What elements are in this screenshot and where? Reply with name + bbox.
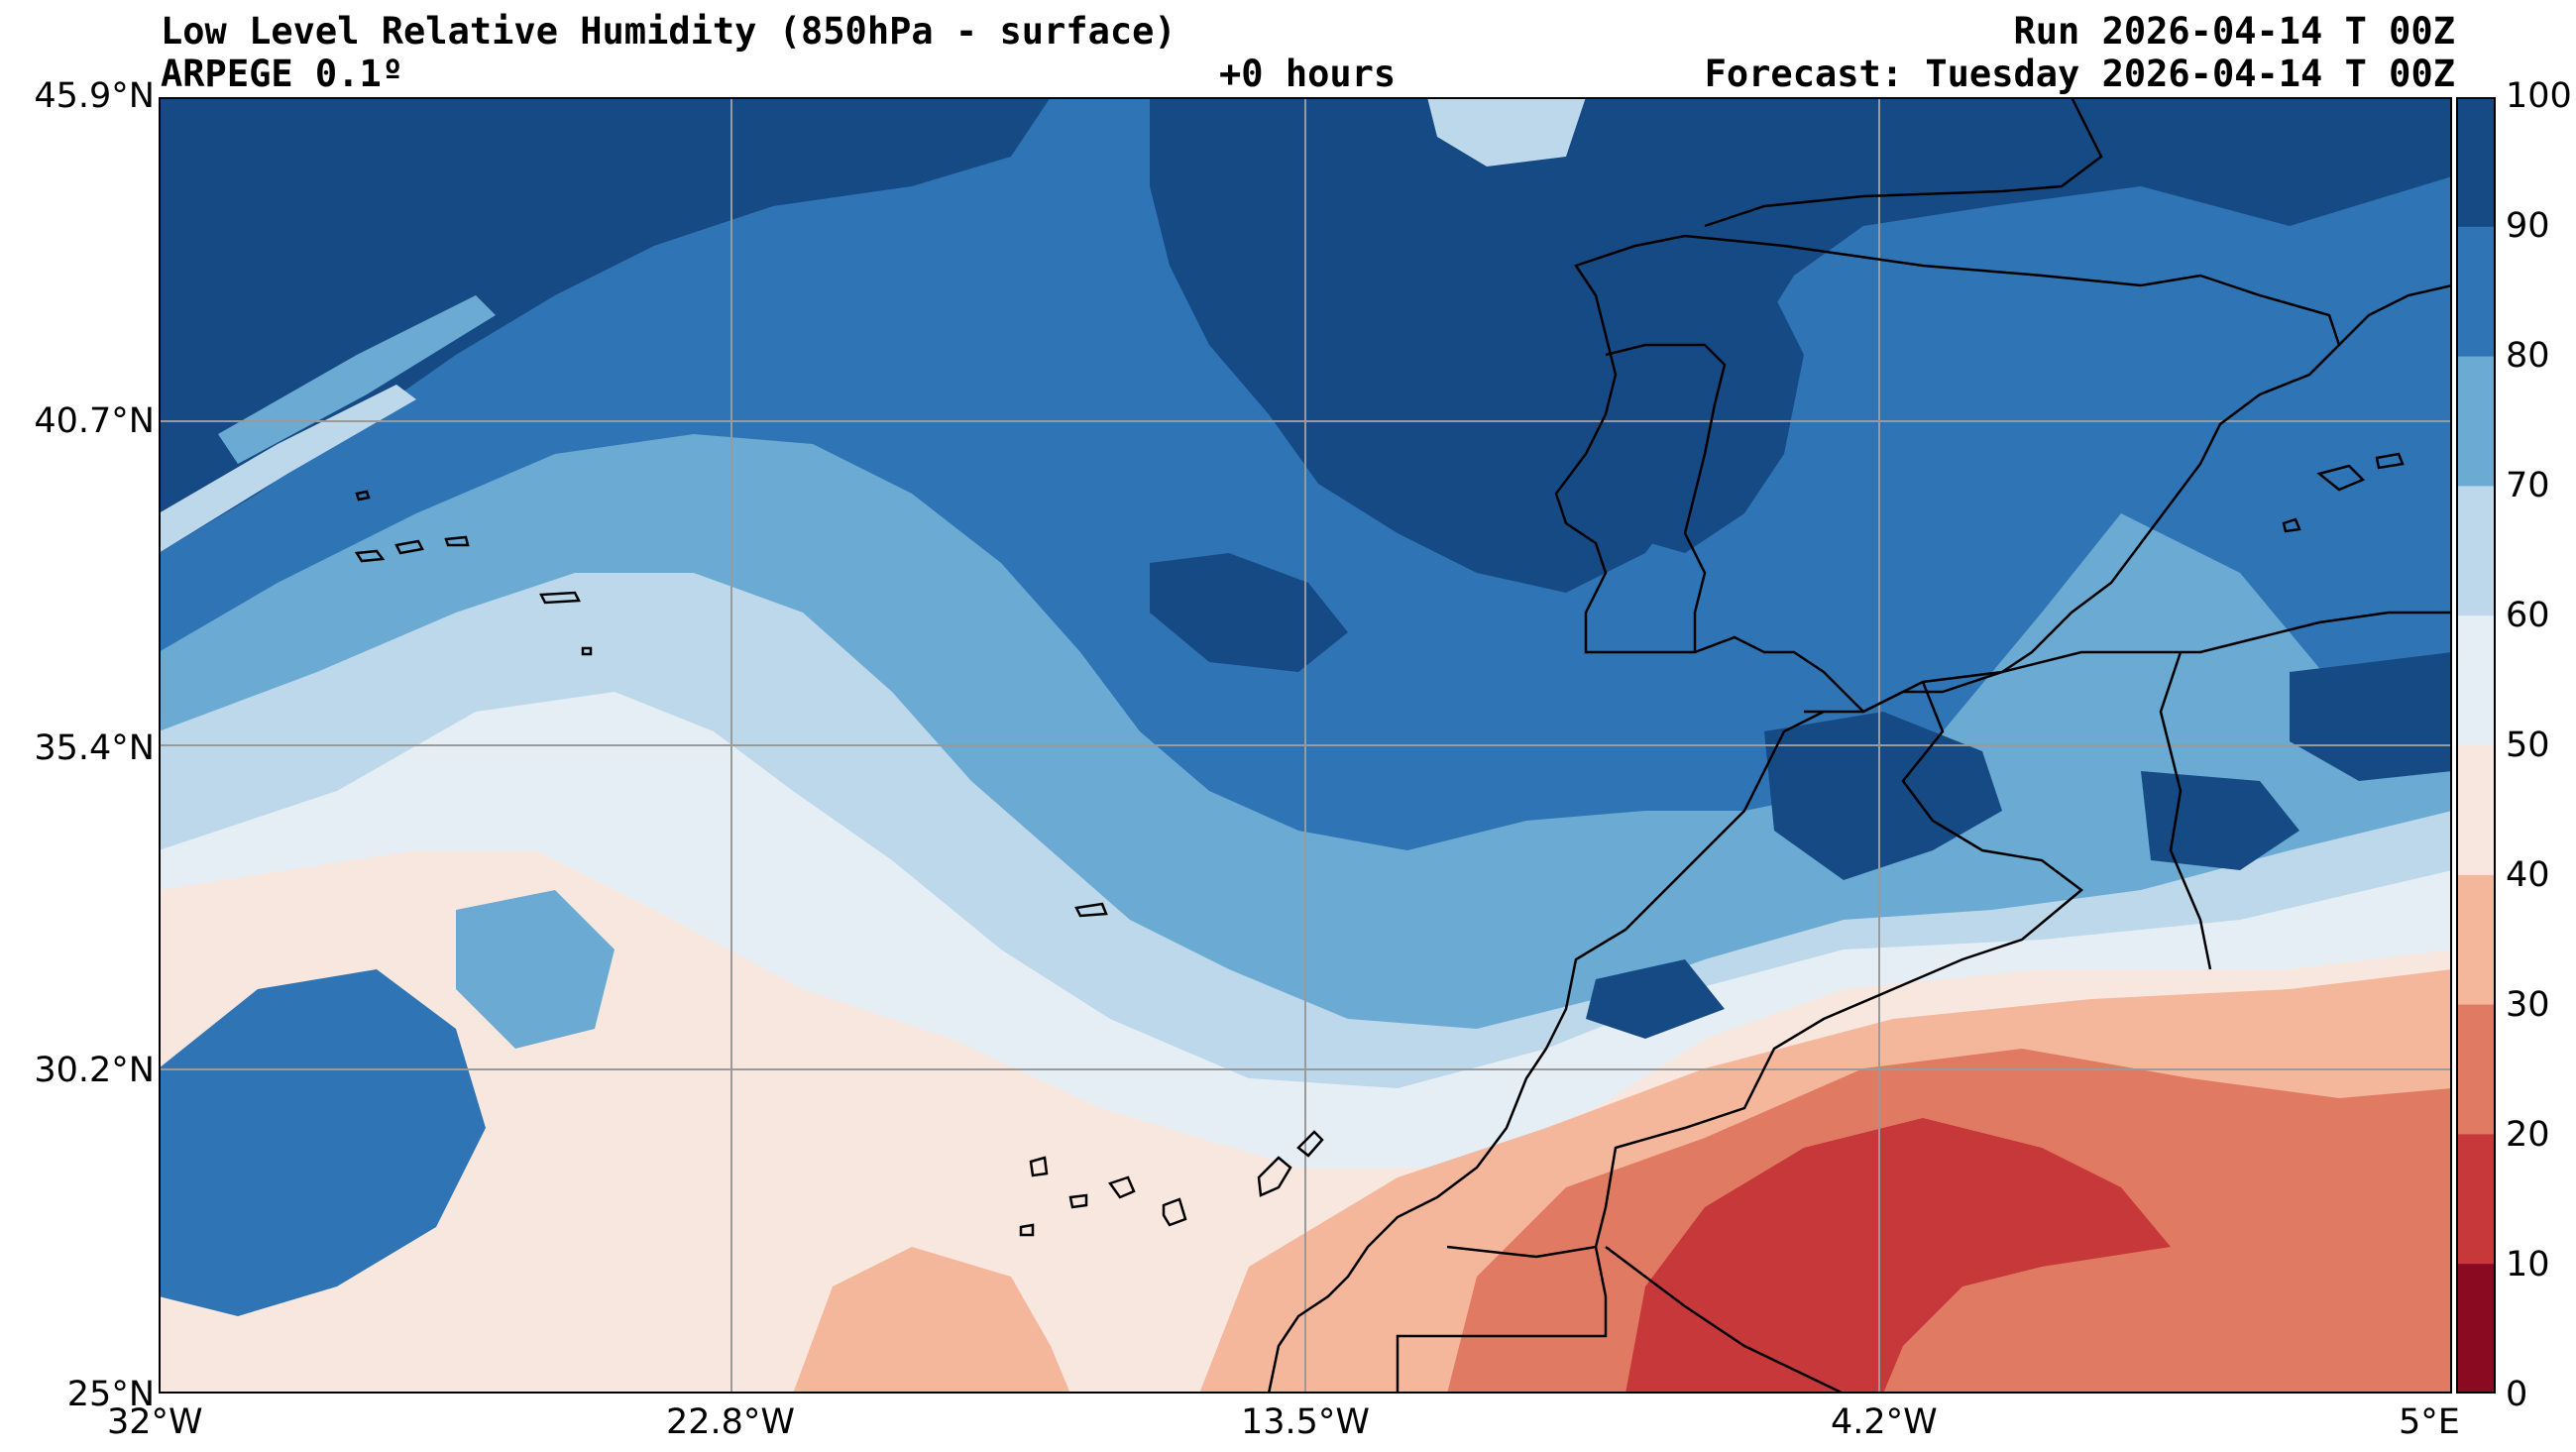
colorbar-band-9 bbox=[2456, 1264, 2496, 1394]
border-mauritania bbox=[1605, 1246, 1845, 1394]
field-streak2 bbox=[159, 385, 416, 553]
lon-label-4-2w: 4.2°W bbox=[1831, 1402, 1938, 1442]
border-algeria-tunisia bbox=[2159, 651, 2212, 970]
coast-balearic1 bbox=[2316, 464, 2366, 492]
field-30-40-coast bbox=[793, 1247, 1070, 1394]
lon-label-5e: 5°E bbox=[2399, 1402, 2460, 1442]
field-90-100-cell1 bbox=[1150, 553, 1348, 672]
cbar-tick-0: 0 bbox=[2506, 1375, 2528, 1414]
coast-canary7 bbox=[1019, 1223, 1035, 1237]
field-90-100-cell2 bbox=[1764, 712, 2002, 880]
lon-label-32w: 32°W bbox=[107, 1402, 203, 1442]
cbar-tick-50: 50 bbox=[2506, 726, 2550, 765]
coast-canary5 bbox=[1257, 1156, 1292, 1197]
map-frame bbox=[159, 97, 2452, 1394]
coast-canary3 bbox=[1107, 1175, 1136, 1199]
coast-iberia bbox=[1554, 234, 2341, 714]
colorbar-band-7 bbox=[2456, 1004, 2496, 1135]
field-90-100-iberia bbox=[1546, 236, 1804, 553]
lat-label-45-9: 45.9°N bbox=[34, 76, 155, 116]
model-label: ARPEGE 0.1º bbox=[161, 53, 404, 95]
cbar-tick-100: 100 bbox=[2506, 76, 2572, 116]
cbar-tick-40: 40 bbox=[2506, 855, 2550, 895]
field-90-100-atlantic bbox=[159, 97, 1051, 553]
colorbar-band-0 bbox=[2456, 97, 2496, 228]
colorbar-band-4 bbox=[2456, 615, 2496, 746]
field-90-100-biscay bbox=[1150, 97, 2452, 593]
coast-morocco bbox=[1267, 710, 1825, 1394]
humidity-map[interactable] bbox=[159, 97, 2452, 1394]
colorbar-band-3 bbox=[2456, 486, 2496, 616]
lead-time-label: +0 hours bbox=[1219, 53, 1397, 95]
lat-label-35-4: 35.4°N bbox=[34, 728, 155, 768]
lon-label-22-8w: 22.8°W bbox=[666, 1402, 796, 1442]
coast-azores2 bbox=[354, 549, 386, 563]
coast-canary6 bbox=[1296, 1130, 1324, 1158]
map-title: Low Level Relative Humidity (850hPa - su… bbox=[161, 10, 1176, 53]
cbar-tick-90: 90 bbox=[2506, 206, 2550, 246]
cbar-tick-20: 20 bbox=[2506, 1115, 2550, 1155]
coast-azores6 bbox=[581, 646, 593, 656]
lat-label-25: 25°N bbox=[66, 1375, 155, 1414]
run-label: Run 2026-04-14 T 00Z bbox=[2013, 10, 2455, 53]
coast-africa-north bbox=[1804, 611, 2452, 714]
coast-balearic2 bbox=[2375, 452, 2405, 470]
forecast-label: Forecast: Tuesday 2026-04-14 T 00Z bbox=[1704, 53, 2455, 95]
cbar-tick-30: 30 bbox=[2506, 985, 2550, 1025]
field-90-100-cell5 bbox=[1586, 959, 1725, 1039]
colorbar bbox=[2456, 97, 2496, 1394]
coast-canary2 bbox=[1068, 1193, 1088, 1209]
coast-azores3 bbox=[394, 539, 424, 555]
colorbar-band-6 bbox=[2456, 874, 2496, 1006]
gridlines bbox=[159, 97, 2452, 1394]
lon-label-13-5w: 13.5°W bbox=[1241, 1402, 1371, 1442]
lat-label-30-2: 30.2°N bbox=[34, 1051, 155, 1090]
coast-canary4 bbox=[1162, 1197, 1187, 1227]
field-90-100-cell3 bbox=[2290, 652, 2452, 781]
colorbar-band-8 bbox=[2456, 1134, 2496, 1265]
cbar-tick-70: 70 bbox=[2506, 466, 2550, 505]
coast-azores1 bbox=[355, 490, 371, 502]
field-bluepatch-sw bbox=[159, 969, 486, 1316]
coast-france bbox=[1704, 97, 2103, 228]
coast-balearic3 bbox=[2282, 517, 2301, 533]
coast-madeira bbox=[1074, 902, 1108, 918]
lat-label-40-7: 40.7°N bbox=[34, 401, 155, 441]
coast-france-med bbox=[2338, 283, 2452, 346]
colorbar-band-5 bbox=[2456, 745, 2496, 876]
cbar-tick-60: 60 bbox=[2506, 596, 2550, 635]
coastlines bbox=[354, 97, 2452, 1394]
coast-canary1 bbox=[1029, 1156, 1049, 1177]
field-bluepatch-sw2 bbox=[456, 890, 615, 1049]
coast-azores5 bbox=[539, 591, 581, 605]
colorbar-band-2 bbox=[2456, 356, 2496, 487]
cbar-tick-80: 80 bbox=[2506, 336, 2550, 376]
border-portugal bbox=[1605, 343, 1727, 652]
field-10-20 bbox=[1625, 1118, 2171, 1394]
cbar-tick-10: 10 bbox=[2506, 1245, 2550, 1284]
colorbar-band-1 bbox=[2456, 226, 2496, 358]
coast-azores4 bbox=[444, 535, 470, 547]
field-streak3 bbox=[1427, 97, 1586, 167]
border-western-sahara bbox=[1396, 1245, 1608, 1394]
border-morocco-algeria bbox=[1594, 681, 2084, 1248]
